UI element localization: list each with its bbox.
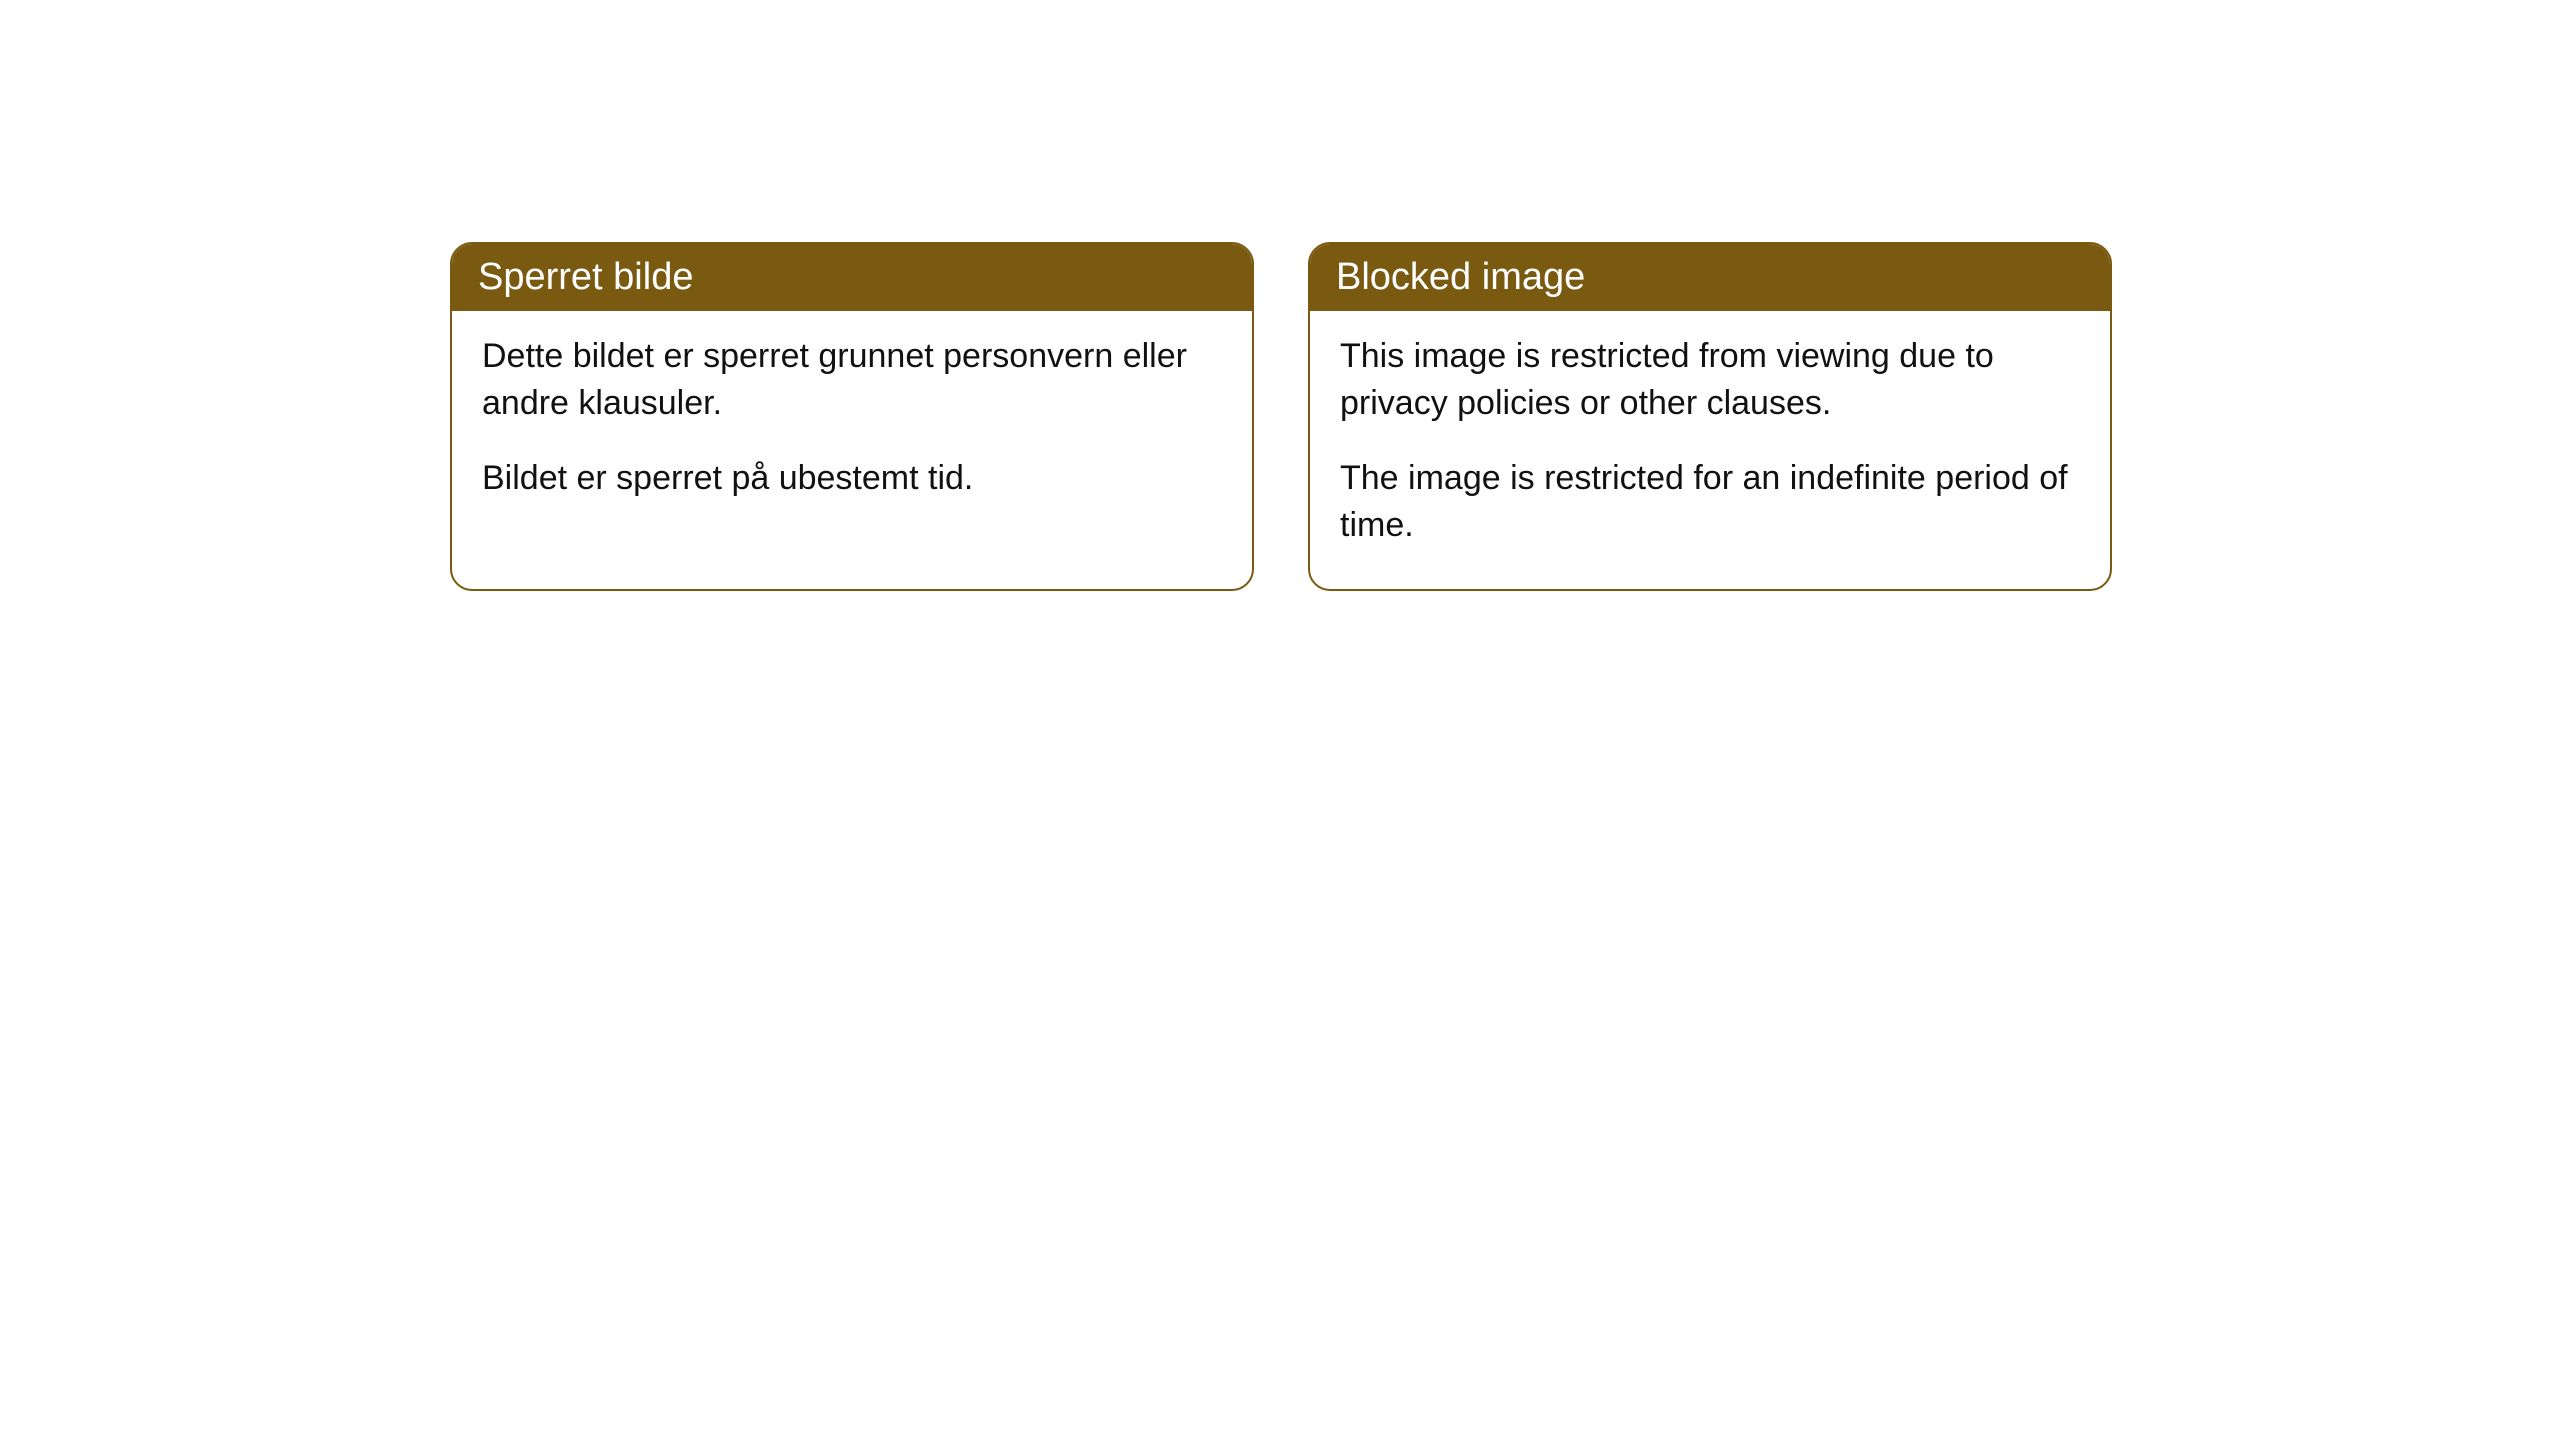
card-paragraph: This image is restricted from viewing du… — [1340, 333, 2080, 427]
card-paragraph: Bildet er sperret på ubestemt tid. — [482, 455, 1222, 502]
blocked-image-card-en: Blocked image This image is restricted f… — [1308, 242, 2112, 591]
card-title: Blocked image — [1336, 256, 1585, 298]
card-paragraph: Dette bildet er sperret grunnet personve… — [482, 333, 1222, 427]
notice-cards-container: Sperret bilde Dette bildet er sperret gr… — [450, 242, 2112, 591]
blocked-image-card-no: Sperret bilde Dette bildet er sperret gr… — [450, 242, 1254, 591]
card-body: This image is restricted from viewing du… — [1310, 311, 2110, 589]
card-header: Sperret bilde — [452, 244, 1252, 311]
card-body: Dette bildet er sperret grunnet personve… — [452, 311, 1252, 542]
card-header: Blocked image — [1310, 244, 2110, 311]
card-title: Sperret bilde — [478, 256, 693, 298]
card-paragraph: The image is restricted for an indefinit… — [1340, 455, 2080, 549]
